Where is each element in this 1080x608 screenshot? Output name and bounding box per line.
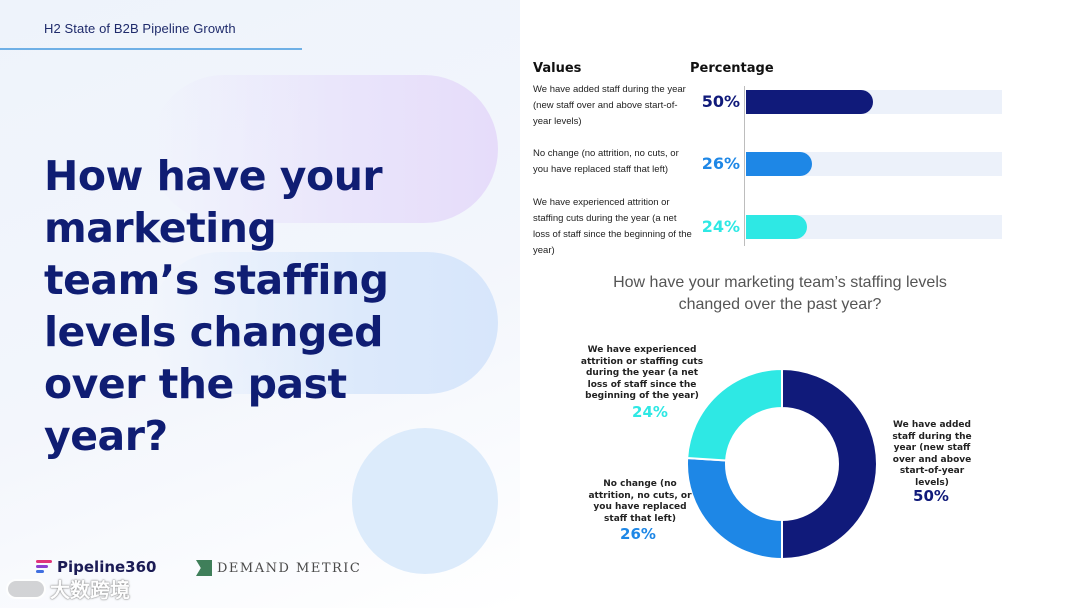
donut-slice-label: We have experienced attrition or staffin… [580, 345, 704, 401]
donut-slice [781, 367, 878, 561]
pipeline360-logo: Pipeline360 [36, 558, 157, 576]
donut-slice-label: No change (no attrition, no cuts, or you… [588, 479, 692, 524]
bar [746, 90, 873, 114]
demand-metric-logo: DEMAND METRIC [196, 560, 361, 576]
bar-axis-line [744, 86, 745, 246]
bar-value-label: 26% [701, 154, 740, 173]
bar-value-label: 24% [701, 217, 740, 236]
donut-slice-value-label: 26% [620, 525, 656, 543]
bar-category-label: No change (no attrition, no cuts, or you… [533, 148, 679, 175]
decorative-pill-top [150, 75, 498, 223]
donut-chart-title: How have your marketing team’s staffing … [613, 274, 947, 313]
bar-category-label: We have added staff during the year (new… [533, 84, 686, 127]
pipeline-logo-text: Pipeline360 [57, 558, 157, 576]
bar-category-label: We have experienced attrition or staffin… [533, 197, 692, 256]
watermark-text: 大数跨境 [50, 578, 130, 602]
page-title: How have your marketing team’s staffing … [44, 152, 389, 460]
donut-slice [686, 367, 783, 462]
bar [746, 152, 813, 176]
decorative-circle [352, 428, 498, 574]
bar-table-header-percentage: Percentage [690, 61, 774, 76]
pipeline-logo-icon [36, 559, 54, 575]
donut-slice-value-label: 50% [913, 487, 949, 505]
report-label: H2 State of B2B Pipeline Growth [44, 21, 236, 36]
demand-metric-logo-icon [196, 560, 212, 576]
bar-table-header-values: Values [533, 61, 582, 76]
demand-metric-logo-text: DEMAND METRIC [217, 560, 362, 576]
watermark: 大数跨境 [6, 574, 130, 603]
header-divider [0, 48, 302, 50]
bar [746, 215, 807, 239]
donut-slice-value-label: 24% [632, 403, 668, 421]
donut-slice-label: We have added staff during the year (new… [892, 420, 972, 488]
donut-slice [686, 456, 783, 561]
decorative-pill-middle [150, 252, 498, 394]
watermark-icon [6, 578, 46, 599]
bar-value-label: 50% [701, 92, 740, 111]
